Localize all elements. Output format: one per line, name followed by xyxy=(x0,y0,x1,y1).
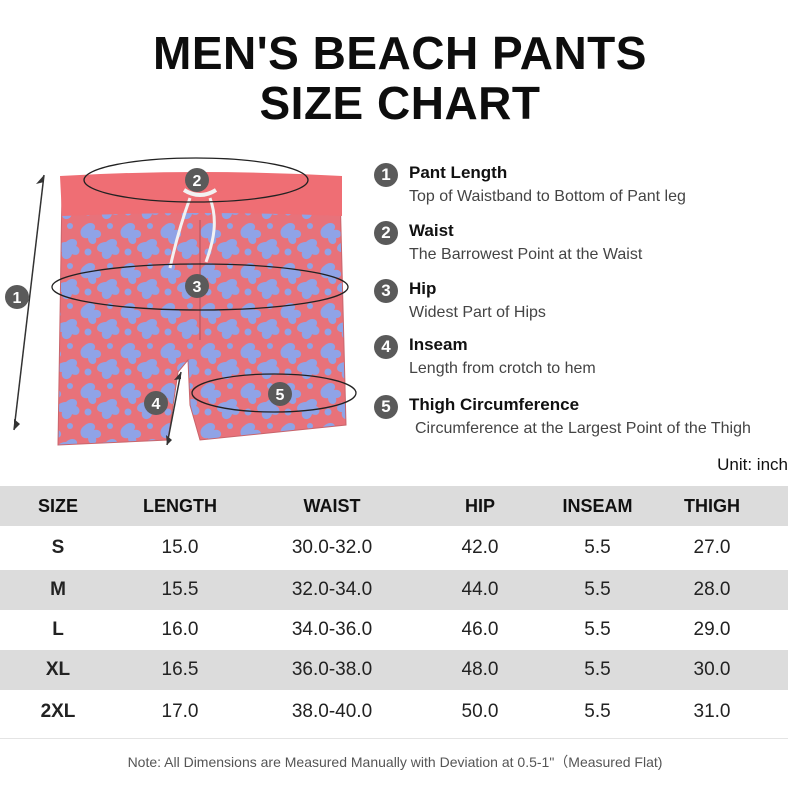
cell-hip: 42.0 xyxy=(461,537,499,558)
cell-thigh: 28.0 xyxy=(693,579,731,600)
marker-4: 4 xyxy=(144,391,168,415)
marker-1: 1 xyxy=(5,285,29,309)
cell-length: 15.5 xyxy=(161,579,199,600)
legend-description: The Barrowest Point at the Waist xyxy=(409,246,643,263)
cell-thigh: 29.0 xyxy=(693,619,731,640)
table-row: 2XL 17.0 38.0-40.0 50.0 5.5 31.0 xyxy=(0,692,788,732)
cell-size: XL xyxy=(45,659,71,680)
shorts-body xyxy=(57,189,347,446)
header-thigh: THIGH xyxy=(684,496,740,516)
legend-number: 3 xyxy=(374,279,398,303)
header-length: LENGTH xyxy=(143,496,217,516)
legend-title: Waist xyxy=(409,221,454,240)
legend-description: Widest Part of Hips xyxy=(409,304,546,321)
cell-thigh: 30.0 xyxy=(693,659,731,680)
legend-title: Thigh Circumference xyxy=(409,395,580,414)
cell-inseam: 5.5 xyxy=(584,579,611,600)
cell-inseam: 5.5 xyxy=(584,537,611,558)
divider xyxy=(0,738,788,739)
table-row: S 15.0 30.0-32.0 42.0 5.5 27.0 xyxy=(0,528,788,568)
marker-2: 2 xyxy=(185,168,209,192)
legend-number: 4 xyxy=(374,335,398,359)
cell-hip: 46.0 xyxy=(461,619,499,640)
cell-inseam: 5.5 xyxy=(584,701,611,722)
cell-hip: 44.0 xyxy=(461,579,499,600)
cell-length: 16.5 xyxy=(161,659,199,680)
cell-hip: 48.0 xyxy=(461,659,499,680)
page-title-line1: MEN'S BEACH PANTS xyxy=(153,27,647,79)
legend-description: Length from crotch to hem xyxy=(409,360,596,377)
header-hip: HIP xyxy=(464,496,495,516)
table-row: XL 16.5 36.0-38.0 48.0 5.5 30.0 xyxy=(0,650,788,690)
measurement-note: Note: All Dimensions are Measured Manual… xyxy=(127,754,663,770)
table-row: M 15.5 32.0-34.0 44.0 5.5 28.0 xyxy=(0,570,788,610)
legend-number: 5 xyxy=(374,395,398,419)
svg-text:2: 2 xyxy=(193,173,202,190)
table-header-row: SIZE LENGTH WAIST HIP INSEAM THIGH xyxy=(0,486,788,526)
unit-label: Unit: inch xyxy=(717,455,788,474)
header-waist: WAIST xyxy=(303,496,361,516)
legend-title: Pant Length xyxy=(409,163,508,182)
cell-waist: 32.0-34.0 xyxy=(291,579,373,600)
svg-text:3: 3 xyxy=(193,279,202,296)
cell-size: S xyxy=(51,537,65,558)
marker-3: 3 xyxy=(185,274,209,298)
cell-waist: 36.0-38.0 xyxy=(291,659,373,680)
legend-title: Inseam xyxy=(409,335,468,354)
cell-length: 17.0 xyxy=(161,701,199,722)
legend-number: 1 xyxy=(374,163,398,187)
legend-description: Circumference at the Largest Point of th… xyxy=(415,420,751,437)
header-inseam: INSEAM xyxy=(562,496,633,516)
cell-size: M xyxy=(50,579,66,600)
cell-inseam: 5.5 xyxy=(584,619,611,640)
cell-length: 16.0 xyxy=(161,619,199,640)
svg-text:4: 4 xyxy=(152,396,161,413)
cell-waist: 30.0-32.0 xyxy=(291,537,373,558)
legend-title: Hip xyxy=(409,279,437,298)
cell-thigh: 31.0 xyxy=(693,701,731,722)
cell-thigh: 27.0 xyxy=(693,537,731,558)
legend-description: Top of Waistband to Bottom of Pant leg xyxy=(409,188,686,205)
marker-5: 5 xyxy=(268,382,292,406)
cell-size: L xyxy=(52,619,64,640)
svg-text:1: 1 xyxy=(13,290,22,307)
shorts-illustration: 1 2 3 4 5 xyxy=(5,157,357,446)
svg-text:5: 5 xyxy=(276,387,285,404)
cell-waist: 34.0-36.0 xyxy=(291,619,373,640)
cell-inseam: 5.5 xyxy=(584,659,611,680)
table-row: L 16.0 34.0-36.0 46.0 5.5 29.0 xyxy=(0,610,788,650)
cell-size: 2XL xyxy=(40,701,76,722)
page-title-line2: SIZE CHART xyxy=(259,77,541,129)
cell-length: 15.0 xyxy=(161,537,199,558)
legend-number: 2 xyxy=(374,221,398,245)
header-size: SIZE xyxy=(37,496,78,516)
cell-waist: 38.0-40.0 xyxy=(291,701,373,722)
cell-hip: 50.0 xyxy=(461,701,499,722)
